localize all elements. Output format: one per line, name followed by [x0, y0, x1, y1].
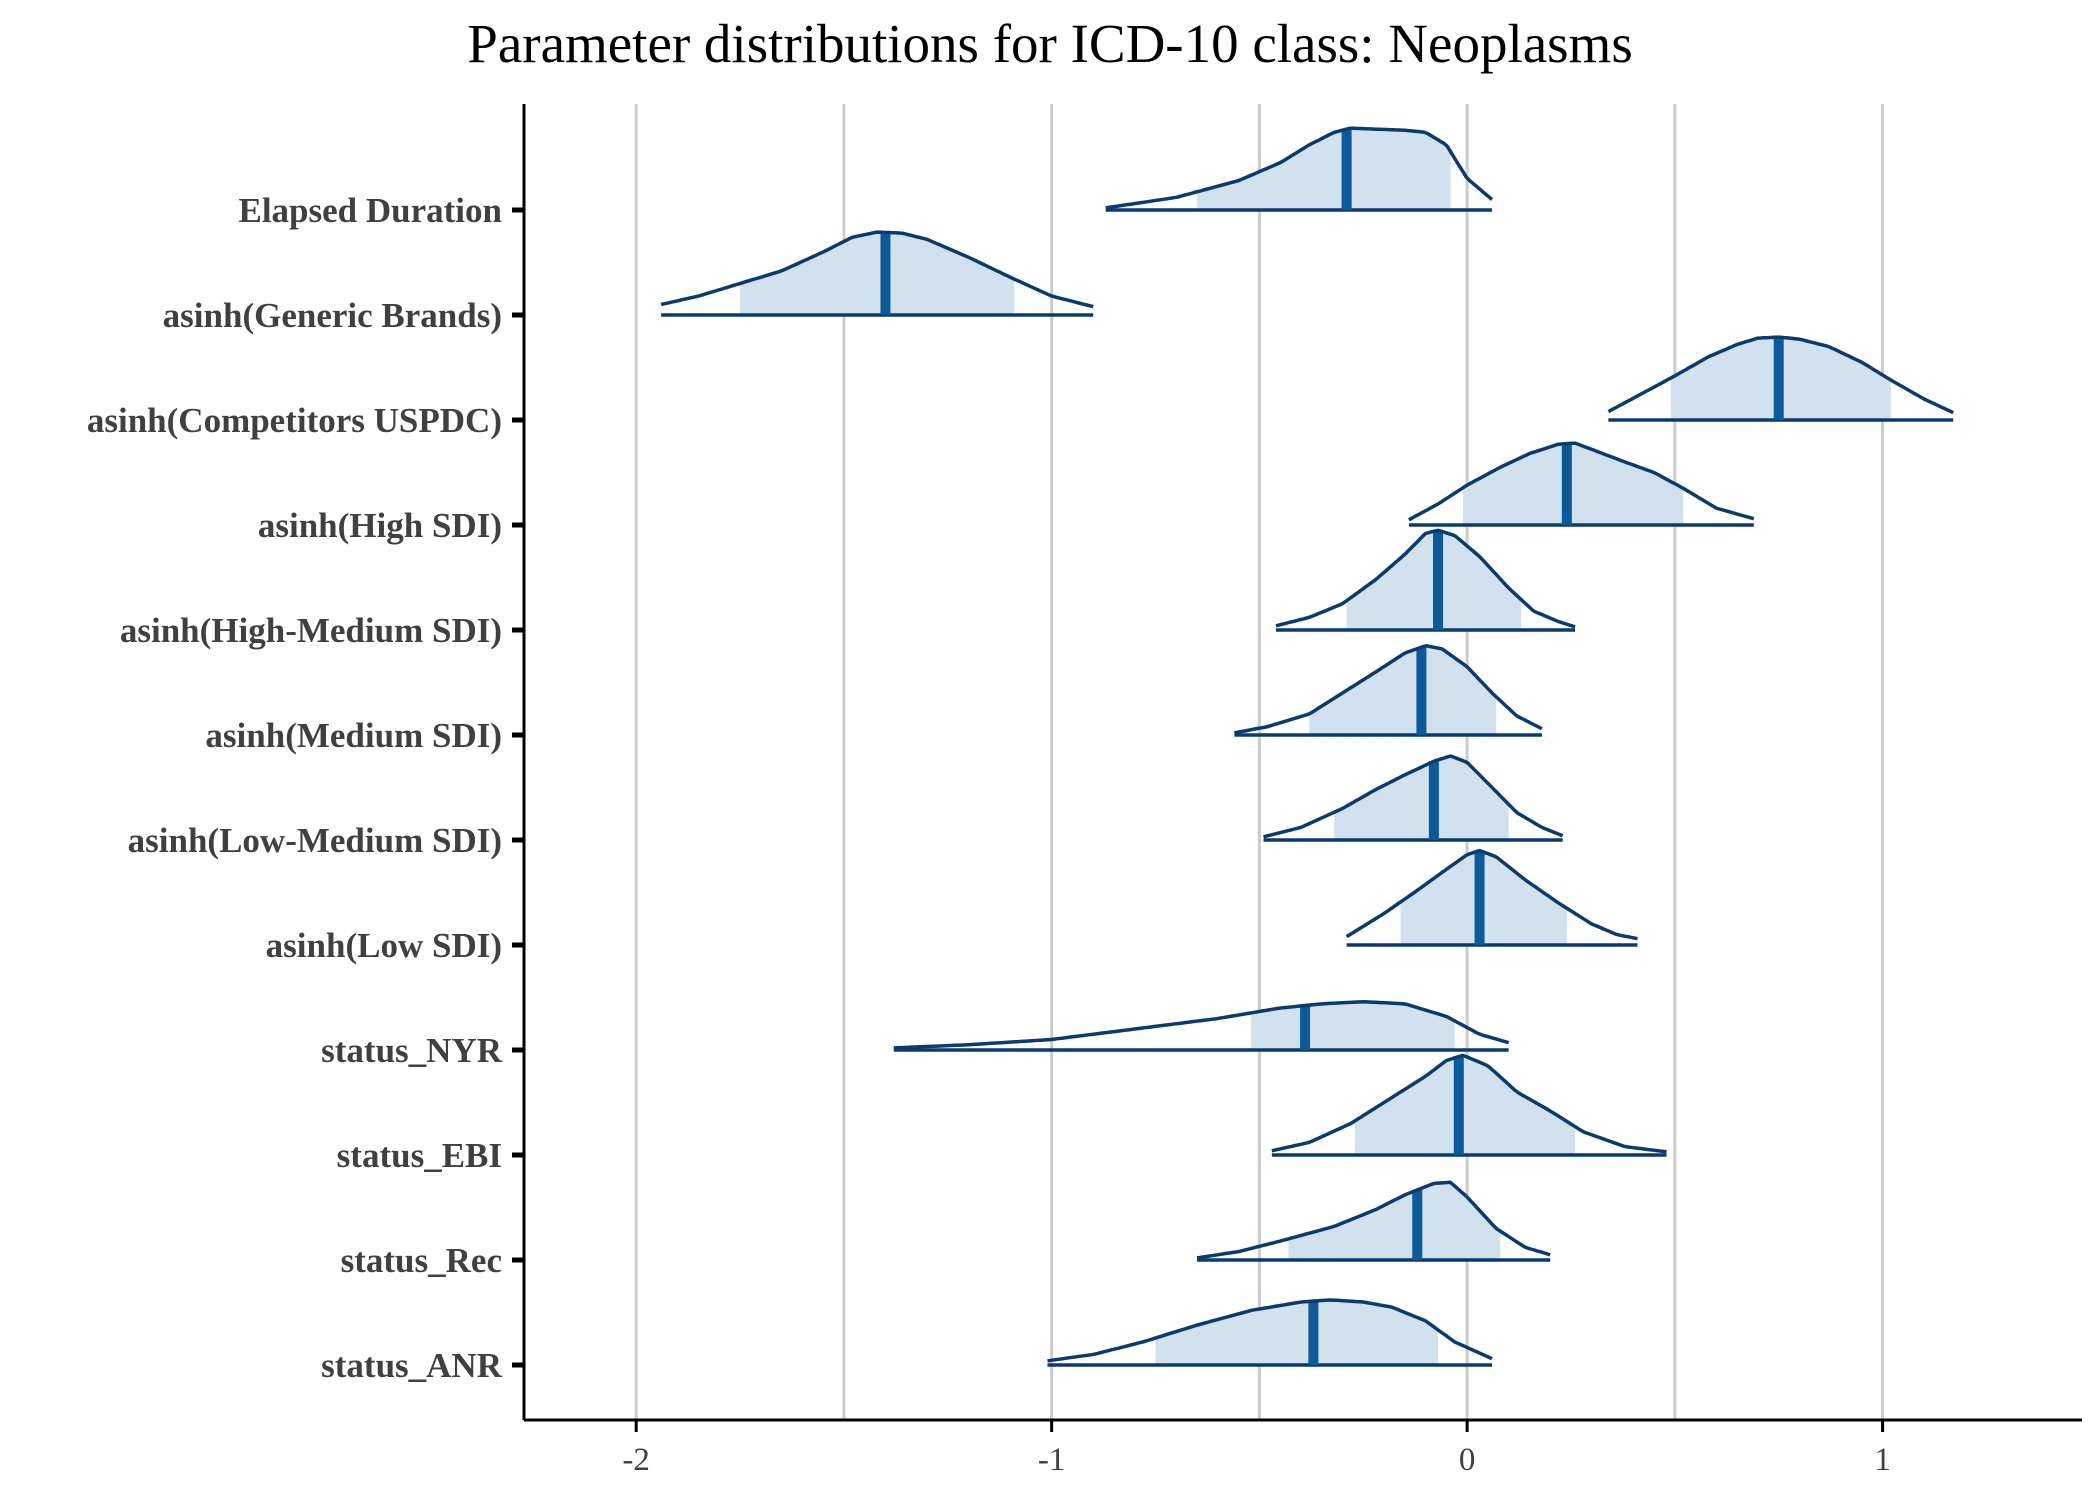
chart-title: Parameter distributions for ICD-10 class…: [467, 13, 1633, 74]
ridge-outline: [1271, 1053, 1667, 1154]
ridge-outline: [893, 1000, 1510, 1050]
ridge-outline: [1105, 126, 1494, 210]
ridge-outline: [1047, 1298, 1493, 1363]
y-tick-label: asinh(Low SDI): [266, 926, 502, 965]
y-tick-label: asinh(High SDI): [258, 506, 502, 545]
y-tick-label: asinh(High-Medium SDI): [120, 611, 502, 650]
y-tick-label: Elapsed Duration: [238, 191, 502, 230]
ridge-fill: [1155, 1299, 1438, 1365]
y-tick-label: asinh(Low-Medium SDI): [128, 821, 502, 860]
x-tick-label: -2: [622, 1442, 650, 1478]
ridge-fill: [1309, 646, 1497, 735]
ridge-fill: [1288, 1182, 1501, 1260]
ridge-fill: [740, 232, 1015, 315]
x-tick-label: -1: [1038, 1442, 1066, 1478]
ridge-fill: [1334, 756, 1509, 840]
x-tick-label: 0: [1459, 1442, 1476, 1478]
y-tick-label: status_ANR: [321, 1346, 503, 1385]
ridge-outline: [1275, 528, 1576, 629]
x-tick-label: 1: [1874, 1442, 1891, 1478]
ridge-outline: [660, 230, 1094, 309]
ridge-fill: [1463, 443, 1684, 525]
ridge-fill: [1197, 128, 1451, 210]
y-tick-label: status_EBI: [337, 1136, 502, 1175]
y-tick-label: asinh(Generic Brands): [163, 296, 502, 335]
ridge-fill: [1354, 1055, 1576, 1155]
ridge-outline: [1263, 754, 1564, 839]
y-tick-label: asinh(Competitors USPDC): [87, 401, 502, 440]
y-tick-label: status_NYR: [321, 1031, 503, 1070]
ridge-outline: [1408, 441, 1755, 522]
ridge-outline: [1607, 335, 1954, 415]
y-tick-label: status_Rec: [341, 1241, 502, 1280]
ridge-outline: [1345, 848, 1638, 941]
ridge-outline: [1196, 1180, 1551, 1260]
ridge-outline: [1234, 644, 1543, 735]
y-tick-label: asinh(Medium SDI): [205, 716, 502, 755]
